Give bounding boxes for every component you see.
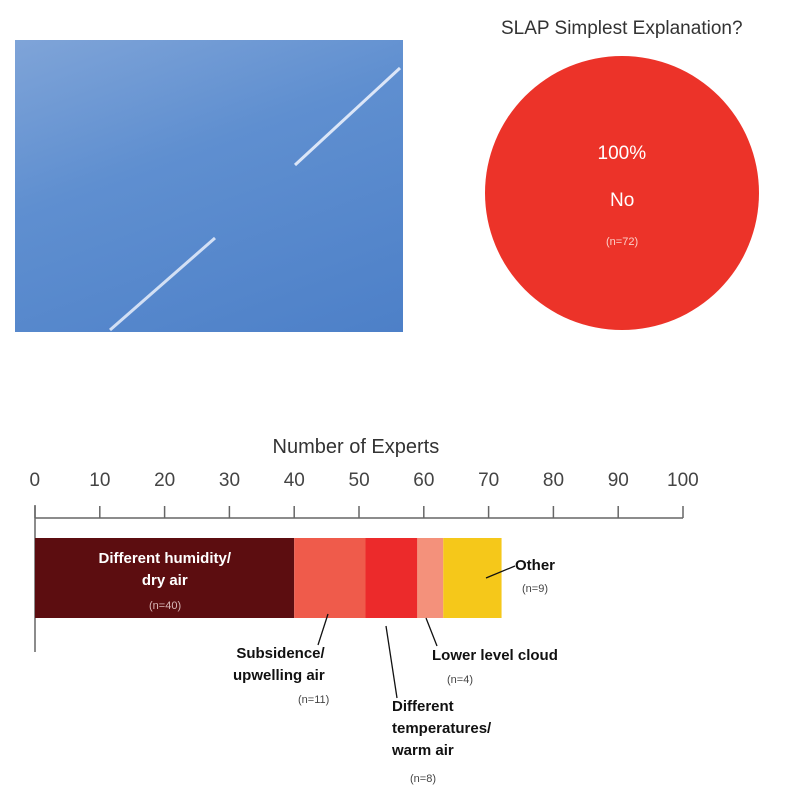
value-label: (n=40) — [149, 600, 182, 612]
bar-segment — [35, 538, 295, 618]
leader-line — [425, 617, 438, 647]
x-tick-label: 40 — [283, 470, 305, 491]
bar-segment — [294, 538, 366, 618]
x-tick-label: 10 — [89, 470, 111, 491]
leader-line — [317, 613, 329, 646]
x-tick-label: 60 — [413, 470, 435, 491]
contrail — [109, 236, 216, 332]
x-tick-label: 50 — [348, 470, 370, 491]
leader-line — [385, 625, 398, 699]
bar-segment — [365, 538, 418, 618]
axis-title: Number of Experts — [272, 436, 440, 458]
leader-line — [485, 565, 516, 579]
sky-photo — [15, 40, 403, 332]
pie-category-label: No — [610, 190, 635, 211]
contrail — [293, 66, 402, 167]
series-label: Lower level cloud — [432, 647, 558, 664]
x-tick-label: 70 — [478, 470, 500, 491]
value-label: (n=11) — [298, 694, 330, 706]
value-label: (n=4) — [447, 674, 473, 686]
x-tick-label: 20 — [154, 470, 176, 491]
x-tick-label: 80 — [542, 470, 565, 491]
bar-segment — [443, 538, 502, 618]
pie-value-label: 100% — [597, 143, 647, 164]
x-tick-label: 90 — [607, 470, 629, 491]
x-tick-label: 100 — [667, 470, 699, 491]
value-label: (n=9) — [522, 583, 548, 595]
contrails — [109, 66, 402, 332]
pie-slice — [485, 56, 759, 330]
series-label: Other — [515, 557, 556, 574]
pie-annotation: (n=72) — [606, 236, 639, 248]
x-tick-label: 30 — [218, 470, 241, 491]
series-label: Different humidity/ dry air — [98, 550, 232, 589]
bar-segment — [417, 538, 444, 618]
value-label: (n=8) — [410, 773, 436, 785]
x-tick-label: 0 — [29, 470, 41, 491]
series-label: Different temperatures/ warm air — [392, 698, 492, 759]
pie-title: SLAP Simplest Explanation? — [501, 18, 743, 39]
series-label: Subsidence/ upwelling air — [233, 645, 325, 684]
